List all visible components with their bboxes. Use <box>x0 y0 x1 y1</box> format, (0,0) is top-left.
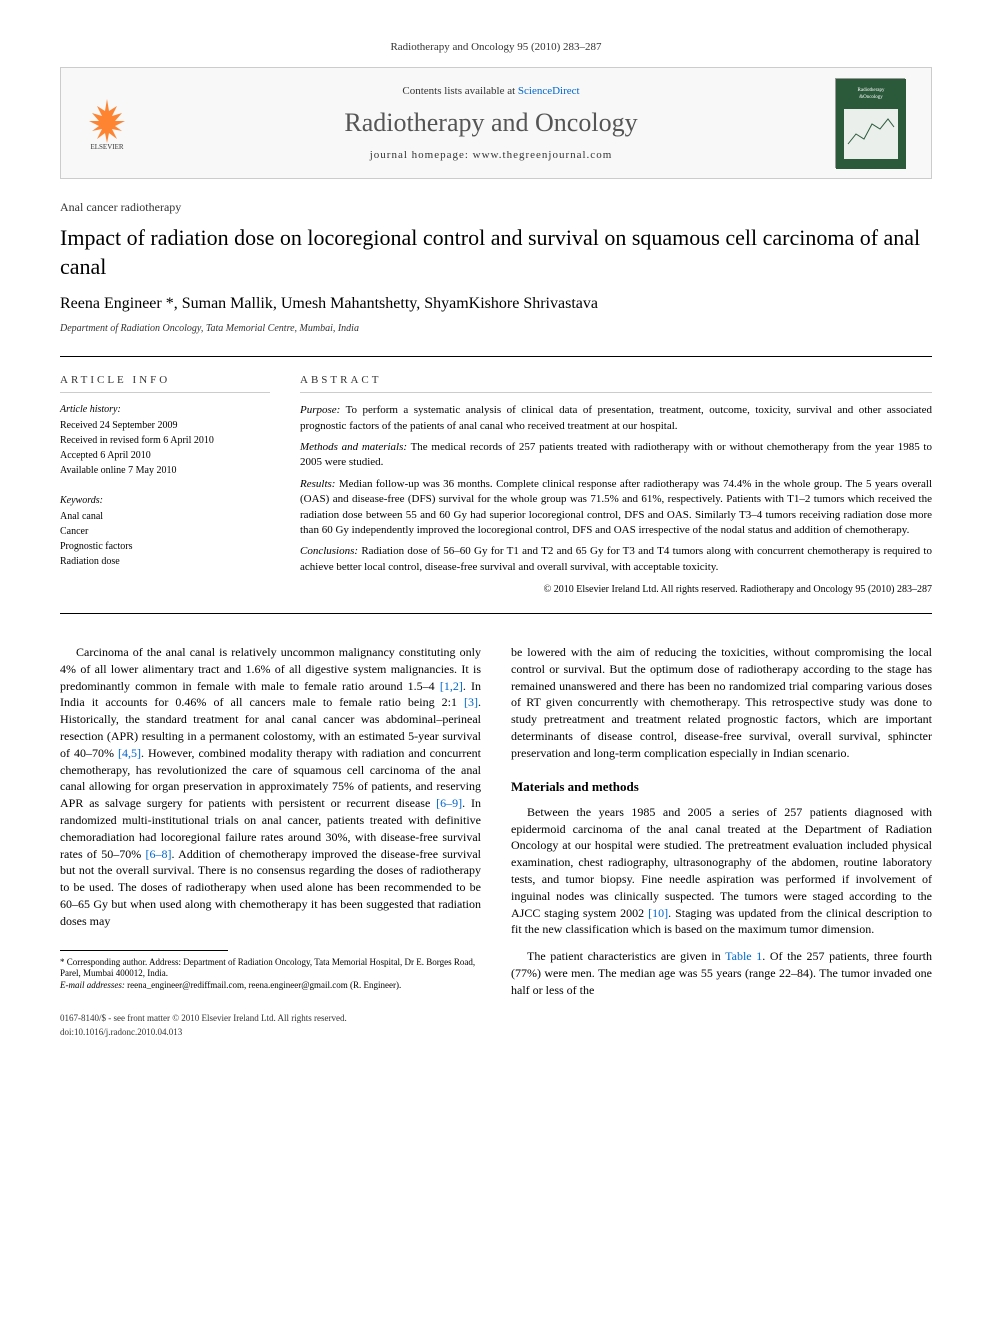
ref-link-4-5[interactable]: [4,5] <box>118 746 141 760</box>
ref-link-6-8[interactable]: [6–8] <box>145 847 171 861</box>
email-footnote: E-mail addresses: reena_engineer@rediffm… <box>60 980 481 992</box>
email-label: E-mail addresses: <box>60 980 125 990</box>
author-list: Reena Engineer *, Suman Mallik, Umesh Ma… <box>60 293 932 315</box>
abstract-purpose: Purpose: To perform a systematic analysi… <box>300 403 932 434</box>
svg-text:&Oncology: &Oncology <box>859 95 883 100</box>
abstract-conclusions: Conclusions: Radiation dose of 56–60 Gy … <box>300 544 932 575</box>
svg-text:Radiotherapy: Radiotherapy <box>858 88 885 93</box>
purpose-label: Purpose: <box>300 404 340 416</box>
ref-link-6-9[interactable]: [6–9] <box>436 796 462 810</box>
body-column-right: be lowered with the aim of reducing the … <box>511 644 932 1039</box>
doi-line: doi:10.1016/j.radonc.2010.04.013 <box>60 1026 481 1039</box>
keyword-item: Anal canal <box>60 510 270 524</box>
conclusions-text: Radiation dose of 56–60 Gy for T1 and T2… <box>300 545 932 572</box>
conclusions-label: Conclusions: <box>300 545 358 557</box>
body-text: Carcinoma of the anal canal is relativel… <box>60 644 932 1039</box>
abstract-heading: ABSTRACT <box>300 373 932 393</box>
history-received: Received 24 September 2009 <box>60 419 270 433</box>
methods-paragraph-1: Between the years 1985 and 2005 a series… <box>511 804 932 938</box>
body-text-span: The patient characteristics are given in <box>527 949 725 963</box>
body-text-span: Carcinoma of the anal canal is relativel… <box>60 645 481 693</box>
article-type: Anal cancer radiotherapy <box>60 199 932 216</box>
results-label: Results: <box>300 478 335 490</box>
publisher-logo-container: ELSEVIER <box>77 91 147 156</box>
keyword-item: Radiation dose <box>60 555 270 569</box>
history-accepted: Accepted 6 April 2010 <box>60 449 270 463</box>
footnote-separator <box>60 950 228 951</box>
affiliation: Department of Radiation Oncology, Tata M… <box>60 322 932 336</box>
methods-paragraph-2: The patient characteristics are given in… <box>511 948 932 998</box>
results-text: Median follow-up was 36 months. Complete… <box>300 478 932 536</box>
article-info-heading: ARTICLE INFO <box>60 373 270 393</box>
info-abstract-section: ARTICLE INFO Article history: Received 2… <box>60 356 932 614</box>
article-title: Impact of radiation dose on locoregional… <box>60 224 932 281</box>
table-1-link[interactable]: Table 1 <box>725 949 762 963</box>
email-addresses: reena_engineer@rediffmail.com, reena.eng… <box>125 980 401 990</box>
intro-continuation: be lowered with the aim of reducing the … <box>511 644 932 762</box>
ref-link-10[interactable]: [10] <box>648 906 668 920</box>
intro-paragraph: Carcinoma of the anal canal is relativel… <box>60 644 481 930</box>
elsevier-tree-icon: ELSEVIER <box>77 91 137 151</box>
sciencedirect-link[interactable]: ScienceDirect <box>518 85 580 97</box>
materials-methods-heading: Materials and methods <box>511 778 932 796</box>
body-text-span: Between the years 1985 and 2005 a series… <box>511 805 932 920</box>
issn-line: 0167-8140/$ - see front matter © 2010 El… <box>60 1012 481 1025</box>
body-column-left: Carcinoma of the anal canal is relativel… <box>60 644 481 1039</box>
journal-banner: ELSEVIER Contents lists available at Sci… <box>60 67 932 179</box>
methods-label: Methods and materials: <box>300 441 407 453</box>
history-label: Article history: <box>60 403 270 417</box>
page-citation: Radiotherapy and Oncology 95 (2010) 283–… <box>60 40 932 55</box>
abstract-methods: Methods and materials: The medical recor… <box>300 440 932 471</box>
ref-link-3[interactable]: [3] <box>464 695 478 709</box>
journal-homepage: journal homepage: www.thegreenjournal.co… <box>147 148 835 163</box>
keyword-item: Cancer <box>60 525 270 539</box>
svg-text:ELSEVIER: ELSEVIER <box>90 143 123 151</box>
abstract-copyright: © 2010 Elsevier Ireland Ltd. All rights … <box>300 583 932 597</box>
contents-available: Contents lists available at ScienceDirec… <box>147 84 835 99</box>
history-revised: Received in revised form 6 April 2010 <box>60 434 270 448</box>
keywords-block: Keywords: Anal canal Cancer Prognostic f… <box>60 494 270 569</box>
article-info-column: ARTICLE INFO Article history: Received 2… <box>60 373 270 597</box>
banner-center: Contents lists available at ScienceDirec… <box>147 84 835 163</box>
abstract-column: ABSTRACT Purpose: To perform a systemati… <box>300 373 932 597</box>
abstract-results: Results: Median follow-up was 36 months.… <box>300 477 932 539</box>
keyword-item: Prognostic factors <box>60 540 270 554</box>
purpose-text: To perform a systematic analysis of clin… <box>300 404 932 431</box>
journal-name: Radiotherapy and Oncology <box>147 105 835 141</box>
journal-cover-container: Radiotherapy &Oncology <box>835 78 915 168</box>
contents-prefix: Contents lists available at <box>402 85 517 97</box>
keywords-label: Keywords: <box>60 494 270 508</box>
history-online: Available online 7 May 2010 <box>60 464 270 478</box>
journal-cover-thumbnail: Radiotherapy &Oncology <box>835 78 905 168</box>
corresponding-author-footnote: * Corresponding author. Address: Departm… <box>60 957 481 980</box>
ref-link-1-2[interactable]: [1,2] <box>440 679 463 693</box>
